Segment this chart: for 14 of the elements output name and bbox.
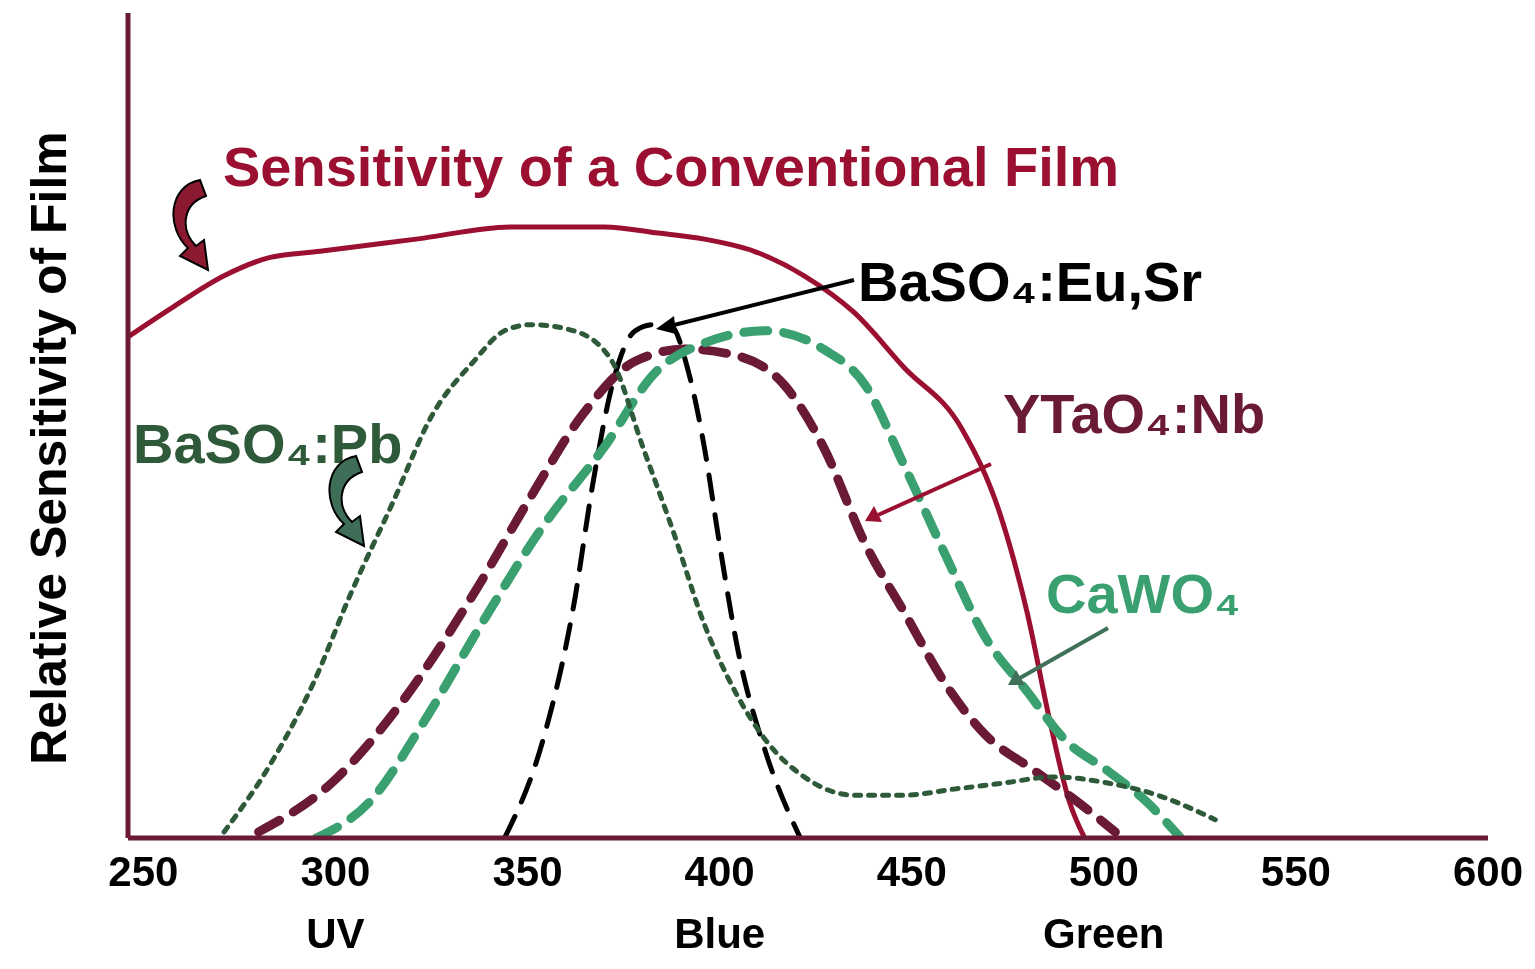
x-tick-label: 250 <box>108 848 179 895</box>
x-tick-label: 450 <box>876 848 947 895</box>
x-tick-label: 400 Blue <box>674 848 766 957</box>
series-label: BaSO₄:Pb <box>133 412 403 475</box>
x-tick-label: 350 <box>492 848 563 895</box>
series-label: CaWO₄ <box>1046 562 1241 625</box>
series-label: Sensitivity of a Conventional Film <box>223 135 1120 198</box>
x-tick-label: 500 Green <box>1043 848 1165 957</box>
x-tick-label: 300 UV <box>300 848 371 957</box>
x-tick-label: 600 <box>1452 848 1524 895</box>
y-axis-title: Relative Sensitivity of Film <box>21 131 77 765</box>
legend-label: BaSO₄:Eu,Sr <box>858 250 1203 313</box>
text: YTaO₄:Nb <box>1003 382 1266 445</box>
x-tick-label: 550 <box>1260 848 1331 895</box>
